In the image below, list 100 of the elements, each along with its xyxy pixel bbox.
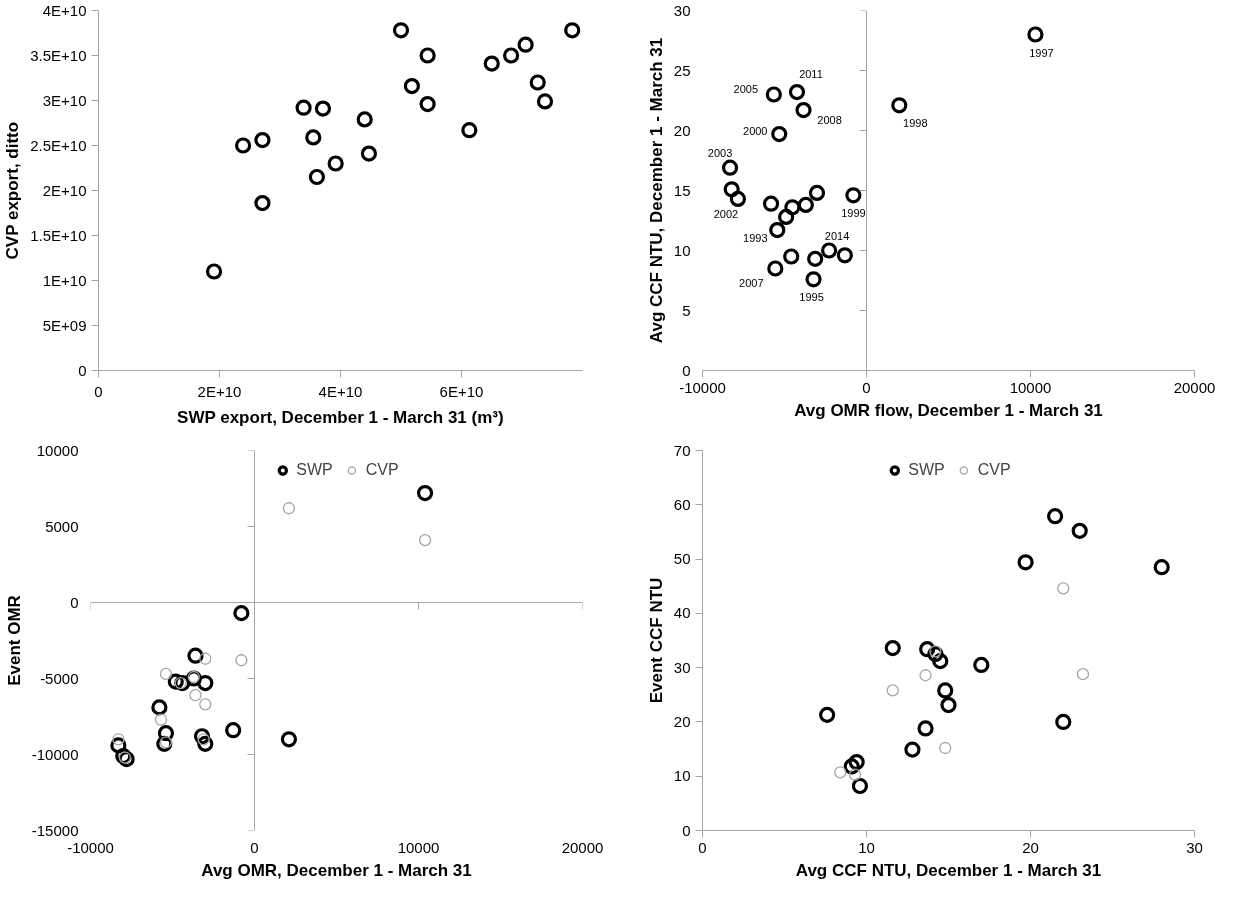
point xyxy=(834,766,847,779)
point xyxy=(848,754,865,771)
point xyxy=(360,145,378,162)
point xyxy=(205,263,223,280)
point xyxy=(778,208,795,225)
point xyxy=(819,706,836,723)
x-tick-label: 0 xyxy=(862,378,871,396)
point xyxy=(517,36,534,53)
y-axis-title: Event CCF NTU xyxy=(646,577,666,704)
point xyxy=(788,84,806,101)
y-axis-title: Avg CCF NTU, December 1 - March 31 xyxy=(646,37,666,344)
point xyxy=(197,735,214,752)
x-tick-label: 20000 xyxy=(1173,378,1216,396)
y-tick-label: 4E+10 xyxy=(42,2,87,19)
x-tick-label: 0 xyxy=(94,382,103,400)
point xyxy=(821,242,838,259)
point xyxy=(392,22,410,39)
point xyxy=(929,645,942,658)
y-tick-label: 30 xyxy=(673,1,691,19)
point xyxy=(769,222,786,239)
point xyxy=(403,78,420,95)
point xyxy=(189,689,202,702)
y-tick-label: 15 xyxy=(673,181,691,199)
point xyxy=(197,733,210,746)
x-tick-label: 20 xyxy=(1022,838,1039,856)
point xyxy=(1017,554,1034,571)
point xyxy=(564,22,581,39)
legend-label: CVP xyxy=(365,461,399,479)
annotation: 2008 xyxy=(817,114,842,127)
annotation: 2005 xyxy=(733,82,759,95)
y-tick-label: 10 xyxy=(673,767,691,785)
x-tick-label: 10000 xyxy=(1009,378,1052,396)
y-tick-label: 10000 xyxy=(36,441,79,459)
y-tick-label: 3.5E+10 xyxy=(30,47,87,64)
point xyxy=(886,684,899,697)
annotation: 2002 xyxy=(713,207,739,220)
point xyxy=(151,699,168,716)
point xyxy=(225,722,242,739)
annotation: 2007 xyxy=(739,276,764,289)
x-tick-label: 0 xyxy=(250,838,259,856)
point xyxy=(797,196,814,213)
y-tick-label: -10000 xyxy=(31,745,79,763)
point xyxy=(356,111,373,128)
point xyxy=(765,86,782,103)
point xyxy=(729,190,747,207)
point xyxy=(891,97,908,114)
point xyxy=(199,652,212,665)
point xyxy=(1071,522,1088,539)
point xyxy=(784,199,801,216)
point xyxy=(154,713,168,726)
annotation: 2014 xyxy=(824,229,850,242)
point xyxy=(721,159,739,176)
x-axis-title: Avg OMR, December 1 - March 31 xyxy=(201,860,472,880)
point xyxy=(305,129,322,146)
annotation: 1997 xyxy=(1029,46,1054,59)
point xyxy=(159,667,173,681)
point xyxy=(254,195,271,212)
x-tick-label: 10000 xyxy=(397,838,440,856)
y-tick-label: 50 xyxy=(673,550,691,568)
point xyxy=(807,250,824,267)
x-axis-title: Avg OMR flow, December 1 - March 31 xyxy=(794,400,1103,420)
y-axis-title: CVP export, ditto xyxy=(3,121,23,260)
point xyxy=(795,102,812,119)
x-tick-label: 2E+10 xyxy=(197,382,242,400)
annotation: 1995 xyxy=(799,291,824,304)
y-tick-label: 0 xyxy=(682,821,691,839)
annotation: 2000 xyxy=(743,125,768,138)
point xyxy=(723,181,740,198)
point xyxy=(536,93,554,110)
point xyxy=(917,720,934,737)
y-tick-label: 0 xyxy=(70,593,79,611)
y-tick-label: -15000 xyxy=(31,821,79,839)
point xyxy=(783,248,800,265)
point xyxy=(112,733,125,746)
annotation: 2011 xyxy=(799,68,823,81)
x-tick-label: 30 xyxy=(1186,838,1203,856)
point xyxy=(529,74,546,91)
point xyxy=(767,260,784,277)
y-tick-label: -5000 xyxy=(40,669,79,687)
x-tick-label: 10 xyxy=(858,838,875,856)
point xyxy=(937,682,954,699)
y-tick-label: 0 xyxy=(682,361,691,379)
point xyxy=(1055,713,1072,731)
point xyxy=(235,137,252,154)
point xyxy=(254,132,271,149)
annotation: 2003 xyxy=(707,146,733,159)
y-axis-title: Event OMR xyxy=(4,595,24,686)
point xyxy=(848,768,862,781)
y-tick-label: 40 xyxy=(673,604,691,622)
annotation: 1993 xyxy=(743,232,768,245)
x-tick-label: 6E+10 xyxy=(439,382,484,400)
x-tick-label: 0 xyxy=(698,838,707,856)
y-tick-label: 20 xyxy=(673,712,691,730)
point xyxy=(919,669,932,682)
point xyxy=(416,484,434,502)
y-tick-label: 3E+10 xyxy=(42,92,87,109)
annotation: 1998 xyxy=(903,117,928,130)
y-tick-label: 1.5E+10 xyxy=(30,227,87,244)
x-tick-label: 20000 xyxy=(561,838,604,856)
point xyxy=(418,534,432,547)
